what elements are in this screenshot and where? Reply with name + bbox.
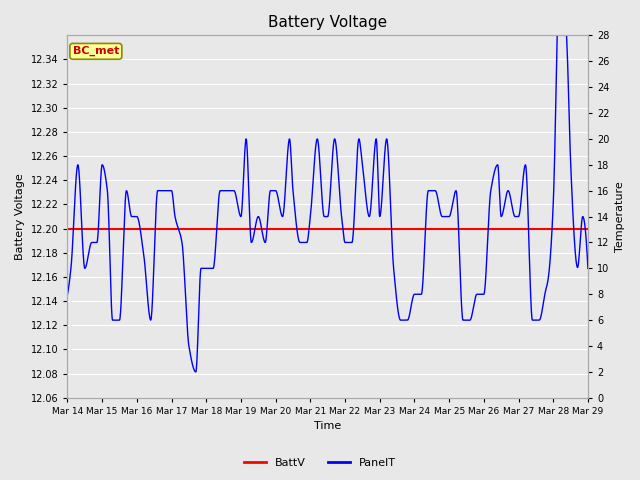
- X-axis label: Time: Time: [314, 421, 341, 432]
- Legend: BattV, PanelT: BattV, PanelT: [239, 453, 401, 472]
- Y-axis label: Temperature: Temperature: [615, 181, 625, 252]
- Title: Battery Voltage: Battery Voltage: [268, 15, 387, 30]
- Y-axis label: Battery Voltage: Battery Voltage: [15, 173, 25, 260]
- Text: BC_met: BC_met: [73, 46, 119, 57]
